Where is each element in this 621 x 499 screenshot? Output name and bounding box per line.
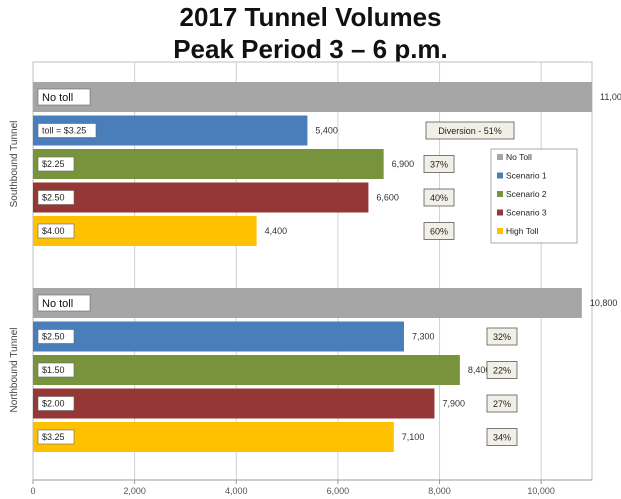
annotation-box — [423, 222, 455, 240]
bar-northbound-tunnel-scenario-1 — [33, 321, 404, 352]
bar-label-box — [37, 294, 91, 312]
bar-value-label: 11,000 — [600, 92, 621, 102]
bar-northbound-tunnel-high-toll — [33, 422, 394, 452]
bar-label: $4.00 — [42, 226, 65, 236]
legend-swatch-scenario-3 — [497, 209, 503, 216]
annotation-box — [423, 155, 455, 173]
annotation-label: 27% — [493, 399, 511, 409]
legend-swatch-high-toll — [497, 228, 503, 234]
bar-label-box — [37, 329, 75, 344]
bar-label: toll = $3.25 — [42, 126, 86, 136]
bar-label: $2.50 — [42, 193, 65, 203]
bar-label-box — [37, 362, 75, 378]
legend-label-high-toll: High Toll — [506, 226, 539, 236]
bar-value-label: 6,900 — [392, 159, 415, 169]
bar-label-box — [37, 156, 75, 172]
annotation-box — [425, 121, 515, 140]
legend-label-scenario-2: Scenario 2 — [506, 189, 547, 199]
group-label-northbound-tunnel: Northbound Tunnel — [9, 327, 20, 412]
annotation-label: 40% — [430, 193, 448, 203]
bar-northbound-tunnel-scenario-2 — [33, 355, 460, 385]
bar-label-box — [37, 223, 75, 239]
legend-swatch-scenario-1 — [497, 172, 503, 179]
bar-northbound-tunnel-no-toll — [33, 288, 582, 318]
bar-value-label: 7,900 — [442, 399, 465, 409]
annotation-box — [486, 394, 518, 413]
bar-label: $2.25 — [42, 159, 65, 169]
bar-value-label: 8,400 — [468, 365, 491, 375]
bar-value-label: 5,400 — [315, 126, 338, 136]
group-label-southbound-tunnel: Southbound Tunnel — [9, 121, 20, 208]
bar-label: $2.50 — [42, 332, 65, 342]
x-tick-label: 8,000 — [428, 486, 451, 496]
annotation-box — [423, 188, 455, 207]
bar-value-label: 7,300 — [412, 332, 435, 342]
bar-value-label: 6,600 — [376, 193, 399, 203]
x-tick-label: 4,000 — [225, 486, 248, 496]
bar-value-label: 10,800 — [590, 298, 618, 308]
annotation-label: 22% — [493, 366, 511, 376]
annotation-label: 34% — [493, 433, 511, 443]
bar-southbound-tunnel-scenario-3 — [33, 182, 369, 213]
legend-swatch-scenario-2 — [497, 191, 503, 197]
bar-label: $1.50 — [42, 365, 65, 375]
annotation-label: Diversion - 51% — [438, 126, 502, 136]
bar-northbound-tunnel-scenario-3 — [33, 388, 435, 419]
x-tick-label: 0 — [30, 486, 35, 496]
bar-label-box — [37, 429, 75, 445]
legend-label-no-toll: No Toll — [506, 152, 532, 162]
chart-title: 2017 Tunnel Volumes — [179, 2, 442, 32]
bar-southbound-tunnel-scenario-2 — [33, 149, 384, 179]
bar-label: No toll — [42, 92, 73, 104]
bar-label: $3.25 — [42, 432, 65, 442]
annotation-label: 60% — [430, 227, 448, 237]
legend-label-scenario-1: Scenario 1 — [506, 171, 547, 181]
bar-label-box — [37, 190, 75, 205]
bar-value-label: 4,400 — [265, 226, 288, 236]
annotation-box — [486, 361, 518, 379]
x-tick-label: 10,000 — [527, 486, 555, 496]
annotation-label: 37% — [430, 160, 448, 170]
bar-label-box — [37, 88, 91, 106]
legend-swatch-no-toll — [497, 154, 503, 160]
bar-southbound-tunnel-no-toll — [33, 82, 592, 112]
legend-label-scenario-3: Scenario 3 — [506, 208, 547, 218]
bar-label-box — [37, 396, 75, 411]
bar-label: $2.00 — [42, 399, 65, 409]
annotation-box — [486, 327, 518, 346]
bar-label: No toll — [42, 298, 73, 310]
annotation-box — [486, 428, 518, 446]
bar-label-box — [37, 123, 97, 138]
chart-subtitle: Peak Period 3 – 6 p.m. — [173, 34, 448, 64]
annotation-label: 32% — [493, 332, 511, 342]
x-tick-label: 2,000 — [123, 486, 146, 496]
legend — [490, 148, 578, 244]
x-tick-label: 6,000 — [327, 486, 350, 496]
bar-value-label: 7,100 — [402, 432, 425, 442]
